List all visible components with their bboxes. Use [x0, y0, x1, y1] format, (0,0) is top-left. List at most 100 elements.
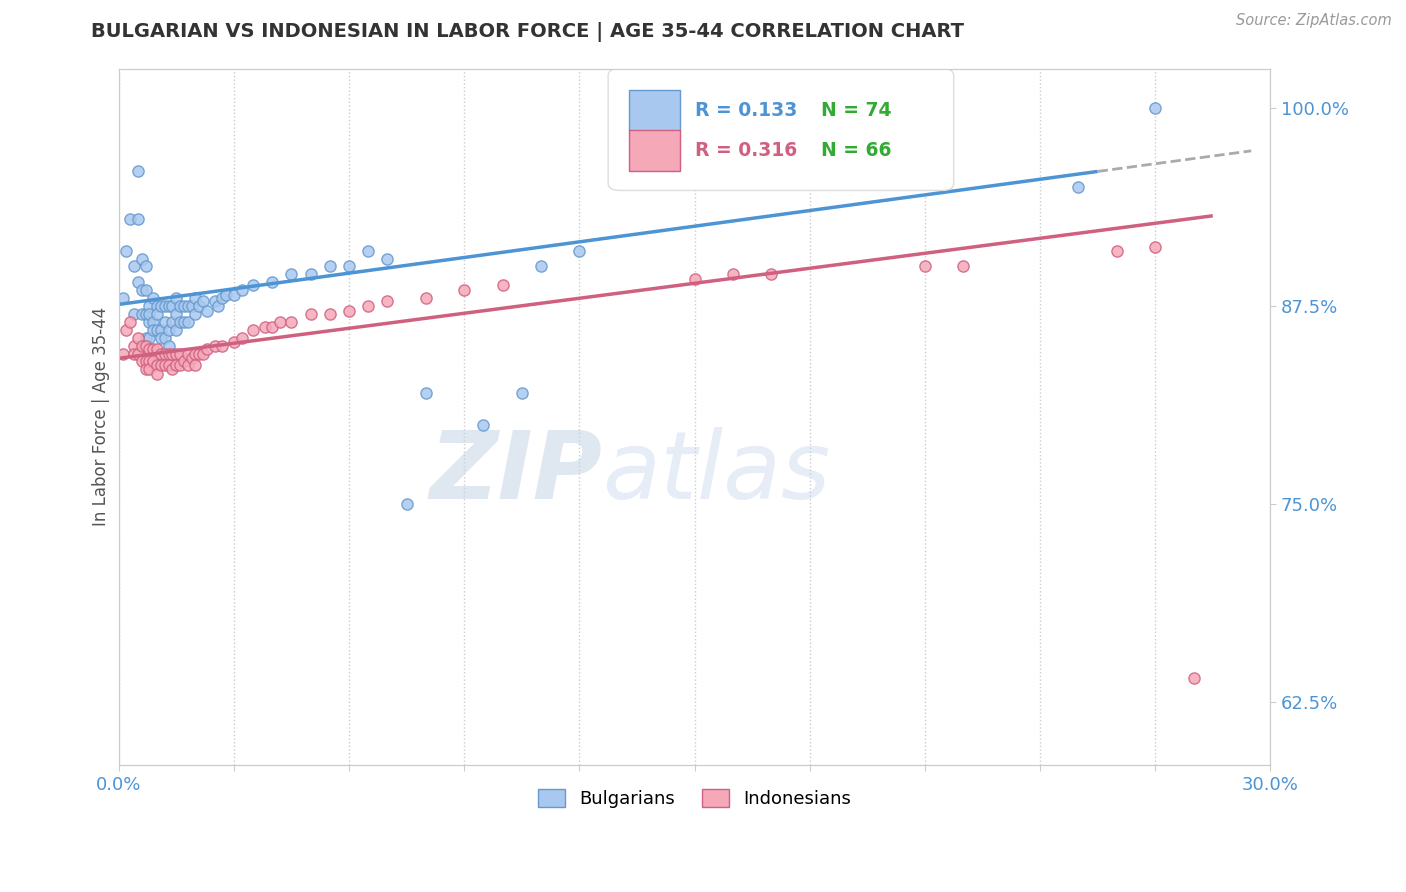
Point — [280, 315, 302, 329]
Point — [162, 362, 184, 376]
Point — [115, 244, 138, 258]
Point — [195, 342, 218, 356]
Point — [153, 315, 176, 329]
Point — [319, 260, 342, 274]
Point — [135, 354, 157, 368]
Point — [269, 315, 291, 329]
Point — [138, 362, 160, 376]
Point — [1067, 180, 1090, 194]
Point — [165, 307, 187, 321]
Point — [149, 323, 172, 337]
Point — [135, 283, 157, 297]
FancyBboxPatch shape — [628, 90, 679, 131]
Point — [188, 299, 211, 313]
Point — [262, 275, 284, 289]
Point — [111, 346, 134, 360]
Point — [149, 358, 172, 372]
Point — [157, 346, 180, 360]
Point — [173, 299, 195, 313]
Point — [173, 354, 195, 368]
Text: N = 74: N = 74 — [821, 101, 891, 120]
Point — [184, 307, 207, 321]
Point — [111, 291, 134, 305]
Point — [169, 358, 191, 372]
Point — [165, 358, 187, 372]
Point — [914, 260, 936, 274]
Point — [122, 307, 145, 321]
Point — [173, 315, 195, 329]
Point — [135, 338, 157, 352]
Point — [146, 346, 169, 360]
FancyBboxPatch shape — [628, 130, 679, 171]
Point — [530, 260, 553, 274]
Point — [1144, 101, 1167, 115]
Text: R = 0.316: R = 0.316 — [695, 141, 797, 161]
Point — [337, 260, 360, 274]
Point — [184, 291, 207, 305]
Point — [169, 299, 191, 313]
Point — [195, 303, 218, 318]
Point — [135, 260, 157, 274]
Point — [120, 211, 142, 226]
Point — [138, 307, 160, 321]
Point — [204, 338, 226, 352]
Point — [162, 299, 184, 313]
Point — [222, 335, 245, 350]
Point — [142, 291, 165, 305]
Point — [491, 278, 513, 293]
Point — [122, 338, 145, 352]
Point — [721, 268, 744, 282]
Point — [242, 323, 264, 337]
Point — [207, 299, 229, 313]
Point — [127, 275, 149, 289]
Point — [568, 244, 591, 258]
Point — [131, 354, 153, 368]
Point — [127, 346, 149, 360]
Point — [165, 323, 187, 337]
Point — [377, 294, 399, 309]
Point — [127, 164, 149, 178]
Point — [142, 342, 165, 356]
Point — [177, 346, 200, 360]
Point — [395, 497, 418, 511]
Point — [115, 323, 138, 337]
Point — [177, 358, 200, 372]
Point — [146, 367, 169, 381]
Point — [165, 291, 187, 305]
Point — [157, 358, 180, 372]
Point — [184, 358, 207, 372]
Point — [149, 346, 172, 360]
Point — [127, 211, 149, 226]
Point — [357, 299, 380, 313]
Point — [761, 268, 783, 282]
Point — [177, 315, 200, 329]
Point — [153, 358, 176, 372]
Point — [153, 331, 176, 345]
Point — [177, 299, 200, 313]
Point — [142, 354, 165, 368]
Point — [319, 307, 342, 321]
Point — [142, 323, 165, 337]
Legend: Bulgarians, Indonesians: Bulgarians, Indonesians — [530, 781, 859, 815]
Point — [299, 268, 322, 282]
Point — [142, 315, 165, 329]
Point — [184, 346, 207, 360]
Point — [280, 268, 302, 282]
Point — [415, 291, 437, 305]
Text: Source: ZipAtlas.com: Source: ZipAtlas.com — [1236, 13, 1392, 29]
Y-axis label: In Labor Force | Age 35-44: In Labor Force | Age 35-44 — [93, 308, 110, 526]
Point — [135, 331, 157, 345]
Point — [149, 299, 172, 313]
Point — [188, 346, 211, 360]
Point — [180, 351, 202, 366]
Point — [138, 315, 160, 329]
Text: atlas: atlas — [602, 427, 831, 518]
Point — [242, 278, 264, 293]
Point — [1144, 240, 1167, 254]
Point — [453, 283, 475, 297]
Point — [165, 346, 187, 360]
Point — [146, 323, 169, 337]
Point — [122, 260, 145, 274]
Point — [299, 307, 322, 321]
Point — [153, 346, 176, 360]
